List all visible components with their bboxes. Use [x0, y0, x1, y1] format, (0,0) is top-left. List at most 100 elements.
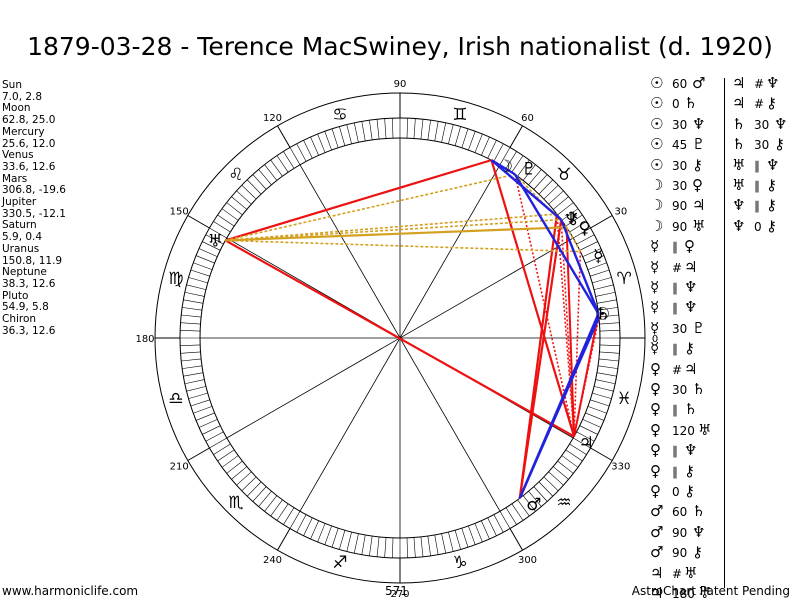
degree-tick [468, 525, 476, 545]
aspect-planet-a-icon: ☽ [650, 196, 664, 215]
degree-tick [180, 322, 201, 325]
degree-tick [217, 449, 235, 462]
mars-icon: ♂ [526, 495, 541, 515]
degree-tick [413, 118, 416, 139]
aspect-line-uranus-venus [225, 226, 567, 242]
degree-tick [246, 179, 262, 195]
degree-tick [565, 449, 583, 462]
degree-tick [553, 466, 569, 480]
aspect-planet-b-icon: ♄ [692, 380, 706, 398]
degree-tick [198, 419, 218, 428]
degree-tick [596, 372, 617, 377]
degree-tick [205, 234, 224, 245]
degree-tick [511, 155, 524, 173]
degree-tick [264, 164, 278, 181]
degree-tick [376, 119, 380, 140]
degree-tick [213, 221, 231, 233]
degree-tick [276, 503, 289, 521]
degree-label-180: 180 [135, 334, 154, 345]
aspect-planet-a-icon: ☉ [650, 155, 664, 174]
degree-tick [183, 372, 204, 377]
sign-boundary-tick [187, 447, 210, 461]
aspect-planet-a-icon: ♀ [650, 461, 661, 480]
planet-coords-neptune: 38.3, 12.6 [2, 277, 56, 290]
aspect-type: # [672, 566, 683, 581]
footer-website: www.harmoniclife.com [2, 584, 139, 598]
degree-tick [517, 499, 530, 517]
degree-tick [434, 534, 439, 555]
degree-tick [454, 126, 461, 146]
aspect-type: 30 [672, 383, 688, 397]
sign-boundary-tick [590, 447, 613, 461]
degree-tick [569, 443, 587, 455]
aquarius-icon: ♒ [556, 493, 571, 513]
aspect-type: 120 [672, 423, 695, 438]
degree-tick [533, 174, 548, 190]
aspect-type: 60 [672, 505, 688, 520]
degree-tick [461, 128, 469, 148]
degree-tick [599, 344, 620, 346]
aspect-type: ∥ [754, 199, 760, 214]
degree-tick [384, 537, 387, 558]
gemini-icon: ♊ [452, 105, 467, 125]
degree-tick [596, 299, 617, 304]
aspect-planet-b-icon: ⚷ [766, 196, 777, 215]
aspect-planet-a-icon: ☽ [650, 216, 664, 235]
aspect-type: 90 [672, 199, 688, 214]
degree-tick [226, 202, 243, 216]
degree-tick [270, 499, 283, 517]
degree-tick [182, 365, 202, 369]
aspect-planet-a-icon: ♄ [732, 114, 746, 133]
aspect-type: 45 [672, 138, 688, 153]
aspect-planet-b-icon: ♆ [684, 298, 698, 317]
degree-tick [585, 255, 605, 264]
degree-tick [573, 437, 591, 449]
aspect-planet-b-icon: ♆ [766, 74, 780, 92]
aspect-planet-b-icon: ♅ [684, 563, 698, 582]
degree-tick [182, 307, 202, 311]
aspect-type: ∥ [672, 444, 678, 459]
planet-coords-saturn: 5.9, 0.4 [2, 231, 43, 244]
degree-tick [331, 128, 339, 148]
planet-coords-venus: 33.6, 12.6 [2, 160, 56, 173]
degree-tick [557, 202, 574, 216]
aspect-planet-b-icon: ♆ [692, 522, 706, 541]
aspect-planet-a-icon: ☿ [650, 237, 660, 256]
mercury-icon: ☿ [593, 247, 603, 267]
degree-tick [283, 151, 295, 169]
aspect-line-mars-chiron [518, 219, 563, 499]
aspect-planet-a-icon: ♂ [650, 522, 664, 541]
sagittarius-icon: ♐ [332, 553, 347, 573]
degree-tick [339, 126, 346, 146]
aspect-planet-b-icon: ♄ [684, 94, 698, 113]
aspect-planet-a-icon: ☉ [650, 114, 664, 133]
degree-tick [369, 120, 373, 140]
degree-tick [448, 531, 454, 552]
degree-tick [289, 147, 301, 165]
moon-icon: ☽ [498, 157, 513, 177]
aries-icon: ♈ [616, 269, 631, 289]
degree-tick [565, 214, 583, 227]
degree-tick [202, 425, 221, 435]
planet-name-mars: Mars [2, 172, 28, 185]
degree-tick [184, 291, 205, 297]
degree-tick [209, 437, 227, 449]
aspect-planet-a-icon: ♃ [650, 563, 664, 582]
scorpio-icon: ♏ [228, 493, 243, 513]
degree-tick [505, 151, 517, 169]
degree-tick [331, 528, 339, 548]
sign-boundary-tick [590, 215, 613, 229]
degree-tick [420, 119, 424, 140]
degree-tick [434, 121, 439, 142]
aspect-type: # [672, 260, 683, 275]
aspect-line-pluto-sun [513, 173, 600, 315]
degree-tick [195, 255, 215, 264]
aspect-type: ∥ [672, 301, 678, 316]
degree-tick [241, 184, 257, 200]
planet-name-moon: Moon [2, 102, 31, 115]
degree-tick [576, 431, 595, 442]
aspect-planet-a-icon: ♃ [732, 74, 746, 92]
degree-tick [384, 118, 387, 139]
aspect-planet-a-icon: ♀ [650, 441, 661, 460]
